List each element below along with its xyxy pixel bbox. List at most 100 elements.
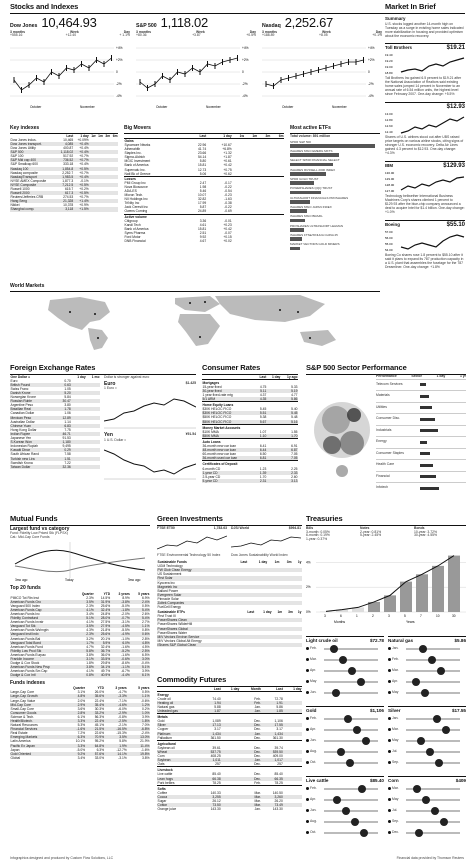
table-cell: 46.71 xyxy=(56,431,72,437)
brief-stock-price: $129.93 xyxy=(443,162,465,169)
commodity-month: Sep. xyxy=(392,759,399,764)
table-cell: -2.4% xyxy=(140,731,150,736)
table-cell: 1.39 xyxy=(255,470,267,475)
commodity-dot xyxy=(442,726,450,735)
table-cell: 17.55 xyxy=(261,723,284,728)
table-header: 1m xyxy=(98,133,103,138)
sector-section: S&P 500 Sector Performance Performance Se… xyxy=(306,363,466,509)
commodity-month: Mar. xyxy=(310,656,317,661)
table-cell xyxy=(266,478,281,483)
table-cell: 10.1% xyxy=(75,739,86,744)
table-row: Danish Krone 5.20 xyxy=(10,391,100,396)
table-row: ADA-ES 5.46 -0.54 xyxy=(124,189,284,193)
table-cell xyxy=(110,158,118,163)
commodity-price: $5.86 xyxy=(454,638,467,643)
index-axis-label: -4% xyxy=(242,94,248,98)
table-row: Large-Cap Growth 4.8% 35.6% -3.3% 1.1% xyxy=(10,694,150,699)
table-cell: -4.6% xyxy=(104,702,128,707)
table-header: Last xyxy=(259,374,267,379)
table-cell: 6.50 xyxy=(259,452,267,457)
top-funds-title: Top 20 funds xyxy=(10,584,41,591)
table-cell: 8.9% xyxy=(122,595,130,600)
commodity-dot xyxy=(339,656,347,665)
table-cell: First Solar xyxy=(157,576,232,581)
table-cell: -5.2% xyxy=(110,648,131,653)
treasury-bar xyxy=(352,607,364,613)
brief-axis-label: 54.00 xyxy=(385,248,393,252)
table-row: 1 year fixed-rate mtg 4.37 4.77 xyxy=(202,393,298,397)
table-cell: +0.42 xyxy=(223,163,232,168)
group-label: Softs xyxy=(157,784,302,791)
table-cell xyxy=(231,600,248,606)
table-row: Bank of America 15.81 +0.42 xyxy=(124,163,284,167)
table-cell: 27.5% xyxy=(100,620,111,625)
table-row: Cotton 73.50 Mar. 73.49 xyxy=(157,803,302,808)
table-cell: Bank of America xyxy=(124,163,149,168)
bonds-header: Bonds xyxy=(414,525,425,530)
table-cell xyxy=(71,382,87,387)
table-cell: 39.61 xyxy=(212,745,221,750)
table-cell: Franklin Income xyxy=(10,657,74,662)
table-cell: PowerShares WilderHill xyxy=(157,622,193,627)
table-cell: 2.9% xyxy=(61,702,86,707)
table-cell: 3.4% xyxy=(86,612,94,616)
table-cell: Kuwaiti Dinar xyxy=(10,448,57,453)
treasuries: Treasuries Bills 3-month: 0.05% 6-month:… xyxy=(306,514,466,635)
table-cell: PMI Group Inc xyxy=(124,180,146,185)
table-row: American Funds Fund 4.7% 32.4% -1.6% 4.5% xyxy=(10,645,150,649)
consumer-title: Consumer Rates xyxy=(202,363,261,372)
table-cell: 1.78 xyxy=(56,407,72,412)
table-cell: Large-Cap Value xyxy=(10,698,36,703)
table-row: Pinnacle Solar xyxy=(157,597,302,601)
table-cell: 4.1% xyxy=(86,669,94,674)
table-cell: Dec. xyxy=(254,735,261,740)
table-cell: 2.3% xyxy=(86,603,94,608)
table-row: Supervalu Inc. 12.73 +0.75 xyxy=(124,168,284,172)
table-cell xyxy=(221,807,240,811)
index-label: 3 months xyxy=(262,29,278,34)
table-cell: 3.8% xyxy=(86,652,94,657)
table-cell xyxy=(71,456,87,461)
table-cell: Oats xyxy=(157,762,165,767)
table-cell: 1 year fixed-rate mtg xyxy=(202,393,233,397)
table-row: Sigma-Aldrich 54.14 +1.87 xyxy=(124,155,284,159)
table-cell: 33.2% xyxy=(85,710,105,715)
table-cell: +1.32 xyxy=(223,151,232,156)
table-cell xyxy=(279,592,293,597)
etf-label: MARKET VECTORS GOLD MINERS xyxy=(290,242,340,247)
table-cell: Pacific Ex Japan xyxy=(10,743,62,748)
table-cell: $10K MMA xyxy=(202,429,219,434)
table-row: S&P Mid cap 400 736.52 +0.7% xyxy=(10,158,118,163)
table-cell: Nova Biosource xyxy=(124,184,148,189)
table-cell: Canadian Dollar xyxy=(10,411,35,416)
table-row: Latin America 10.1% 95.2% 5.8% 21.9% xyxy=(10,739,150,743)
index-label: Week xyxy=(322,29,331,34)
table-cell: 5.86 xyxy=(280,397,298,402)
table-cell xyxy=(280,605,292,609)
table-header: Sustainable ETFs xyxy=(157,610,185,615)
commodity-name: Silver xyxy=(388,708,401,713)
green-note-1: FTSE Environmental Technology 50 Index xyxy=(157,553,221,558)
table-cell: $50K MMA xyxy=(202,433,256,439)
table-cell: 5.45 xyxy=(259,407,267,412)
table-row: DNB Financial 4.67 +0.02 xyxy=(124,239,284,243)
sector-name: Industrials xyxy=(376,427,392,432)
table-cell: Turkish new Lira xyxy=(10,456,57,461)
table-cell xyxy=(89,207,97,212)
index-axis-label: -2% xyxy=(116,82,122,86)
green-etfs-table: Sustainable ETFs Last 1 day 1m 3m 1y First Tru… xyxy=(157,610,302,647)
brief-line xyxy=(400,176,465,191)
mf-chart: 3mo ago Today 3mo ago xyxy=(14,542,146,582)
table-cell xyxy=(231,576,248,581)
brief-axis-label: 55.00 xyxy=(385,242,393,246)
group-label: Home Equity Loans xyxy=(202,401,298,408)
table-cell: -0.22 xyxy=(224,184,232,189)
table-cell: Platinum xyxy=(157,731,200,736)
table-cell: S&P 500 xyxy=(10,150,57,155)
table-cell: Coffee xyxy=(157,790,168,795)
table-header: 1 day xyxy=(271,374,281,379)
green-chart-2-name: DJSI World xyxy=(231,525,250,530)
treasuries-title: Treasuries xyxy=(306,514,343,523)
table-row: Active volume xyxy=(124,213,284,219)
group-label: Agricultural xyxy=(157,739,302,746)
